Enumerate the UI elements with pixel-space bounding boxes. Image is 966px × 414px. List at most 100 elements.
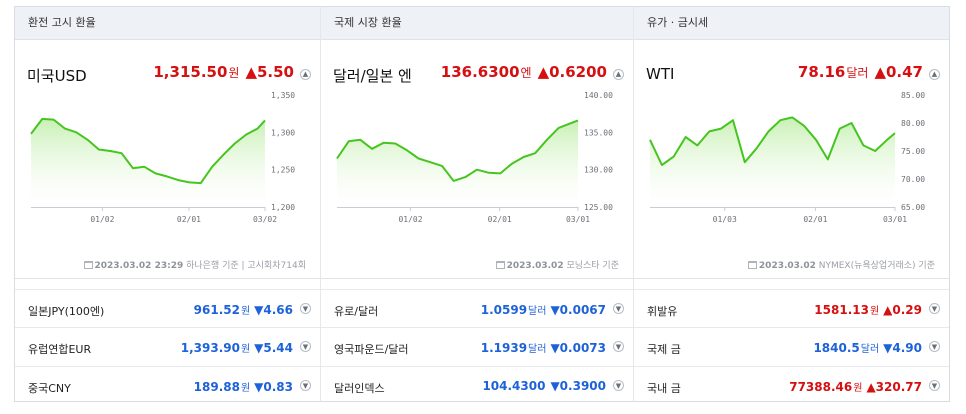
data-point xyxy=(441,165,443,167)
item-rate: 1,393.90원 ▼5.44 xyxy=(181,340,293,355)
x-tick-label: 02/01 xyxy=(177,215,201,224)
item-unit: 원 xyxy=(853,383,863,394)
calendar-icon xyxy=(747,261,757,269)
data-point xyxy=(684,136,686,138)
data-point xyxy=(211,166,213,168)
item-rate: 189.88원 ▼0.83 xyxy=(194,379,293,394)
chevron-up-icon[interactable]: ▲ xyxy=(300,69,311,80)
main-rate: 136.6300엔 ▲0.6200 xyxy=(441,63,607,81)
item-rate: 1.0599달러 ▼0.0067 xyxy=(481,302,606,317)
item-change: ▲0.29 xyxy=(883,303,922,317)
y-tick-label: 130.00 xyxy=(584,166,613,175)
data-point xyxy=(886,139,888,141)
data-point xyxy=(359,139,361,141)
y-tick-label: 65.00 xyxy=(901,203,925,212)
item-change: ▼4.90 xyxy=(883,341,922,355)
item-name[interactable]: 휘발유 xyxy=(647,305,678,318)
y-tick-label: 80.00 xyxy=(901,119,925,128)
main-rate-value: 1,315.50 xyxy=(153,63,228,81)
chevron-down-icon[interactable]: ▼ xyxy=(929,380,940,391)
data-point xyxy=(791,116,793,118)
panel-title: 유가 · 금시세 xyxy=(634,7,949,40)
main-rate-change: ▲0.6200 xyxy=(537,63,607,81)
main-commodity-name[interactable]: WTI xyxy=(646,65,675,83)
data-point xyxy=(264,119,266,121)
rate-list: 일본JPY(100엔) 961.52원 ▼4.66 ▼ 유럽연합EUR 1,393… xyxy=(15,278,320,406)
chevron-down-icon[interactable]: ▼ xyxy=(300,303,311,314)
chevron-up-icon[interactable]: ▲ xyxy=(929,69,940,80)
list-item[interactable]: 달러인덱스 104.4300 ▼0.3900 ▼ xyxy=(321,367,633,406)
data-point xyxy=(109,150,111,152)
chevron-down-icon[interactable]: ▼ xyxy=(300,341,311,352)
list-item[interactable]: 유로/달러 1.0599달러 ▼0.0067 ▼ xyxy=(321,289,633,328)
data-point xyxy=(649,139,651,141)
item-name[interactable]: 유럽연합EUR xyxy=(28,343,92,356)
data-point xyxy=(143,166,145,168)
data-point xyxy=(52,118,54,120)
main-rate-value: 78.16 xyxy=(797,63,846,81)
item-change: ▼4.66 xyxy=(254,303,293,317)
data-point xyxy=(256,127,258,129)
x-tick-label: 01/02 xyxy=(90,215,114,224)
chevron-down-icon[interactable]: ▼ xyxy=(929,303,940,314)
data-point xyxy=(464,176,466,178)
chevron-down-icon[interactable]: ▼ xyxy=(929,341,940,352)
data-point xyxy=(75,131,77,133)
rate-list: 휘발유 1581.13원 ▲0.29 ▼ 국제 금 1840.5달러 ▼4.90 ▼… xyxy=(634,278,949,406)
data-point xyxy=(166,175,168,177)
item-name[interactable]: 국내 금 xyxy=(647,382,681,395)
item-name[interactable]: 영국파운드/달러 xyxy=(334,343,409,356)
chevron-up-icon[interactable]: ▲ xyxy=(613,69,624,80)
main-rate-unit: 엔 xyxy=(520,66,532,80)
item-value: 1.1939 xyxy=(480,341,528,355)
data-point xyxy=(661,164,663,166)
item-rate: 1.1939달러 ▼0.0073 xyxy=(481,340,606,355)
item-value: 1.0599 xyxy=(480,303,528,317)
x-tick-label: 03/02 xyxy=(253,215,277,224)
main-currency-name[interactable]: 미국USD xyxy=(27,67,87,85)
chevron-down-icon[interactable]: ▼ xyxy=(613,380,624,391)
data-point xyxy=(511,163,513,165)
item-name[interactable]: 중국CNY xyxy=(28,382,71,395)
chevron-down-icon[interactable]: ▼ xyxy=(613,341,624,352)
main-currency-name[interactable]: 달러/일본 엔 xyxy=(333,67,412,85)
item-unit: 원 xyxy=(240,383,251,394)
data-point xyxy=(120,152,122,154)
data-point xyxy=(720,127,722,129)
item-name[interactable]: 국제 금 xyxy=(647,343,681,356)
data-point xyxy=(234,142,236,144)
data-point xyxy=(815,139,817,141)
x-tick-label: 03/01 xyxy=(883,215,907,224)
source-info: 2023.03.02 NYMEX(뉴욕상업거래소) 기준 xyxy=(747,258,935,271)
list-item[interactable]: 유럽연합EUR 1,393.90원 ▼5.44 ▼ xyxy=(15,328,320,367)
item-value: 961.52 xyxy=(193,303,240,317)
y-tick-label: 75.00 xyxy=(901,147,925,156)
data-point xyxy=(86,139,88,141)
list-item[interactable]: 영국파운드/달러 1.1939달러 ▼0.0073 ▼ xyxy=(321,328,633,367)
source-text: 모닝스타 기준 xyxy=(566,261,619,271)
item-name[interactable]: 유로/달러 xyxy=(334,305,379,318)
item-unit: 달러 xyxy=(528,344,547,355)
chevron-down-icon[interactable]: ▼ xyxy=(300,380,311,391)
data-point xyxy=(452,180,454,182)
item-value: 1840.5 xyxy=(813,341,860,355)
series-area xyxy=(31,118,265,207)
list-item[interactable]: 국제 금 1840.5달러 ▼4.90 ▼ xyxy=(634,328,949,367)
y-tick-label: 85.00 xyxy=(901,91,925,100)
chevron-down-icon[interactable]: ▼ xyxy=(613,303,624,314)
data-point xyxy=(696,144,698,146)
y-tick-label: 1,350 xyxy=(271,91,295,100)
list-item[interactable]: 일본JPY(100엔) 961.52원 ▼4.66 ▼ xyxy=(15,289,320,328)
y-tick-label: 70.00 xyxy=(901,175,925,184)
data-point xyxy=(673,155,675,157)
series-line xyxy=(336,119,579,182)
item-value: 77388.46 xyxy=(789,380,853,394)
item-name[interactable]: 달러인덱스 xyxy=(334,382,385,395)
list-item[interactable]: 국내 금 77388.46원 ▲320.77 ▼ xyxy=(634,367,949,406)
list-item[interactable]: 휘발유 1581.13원 ▲0.29 ▼ xyxy=(634,289,949,328)
item-name[interactable]: 일본JPY(100엔) xyxy=(28,305,105,318)
data-point xyxy=(98,148,100,150)
series-area xyxy=(650,117,895,207)
list-item[interactable]: 중국CNY 189.88원 ▼0.83 ▼ xyxy=(15,367,320,406)
data-point xyxy=(371,148,373,150)
